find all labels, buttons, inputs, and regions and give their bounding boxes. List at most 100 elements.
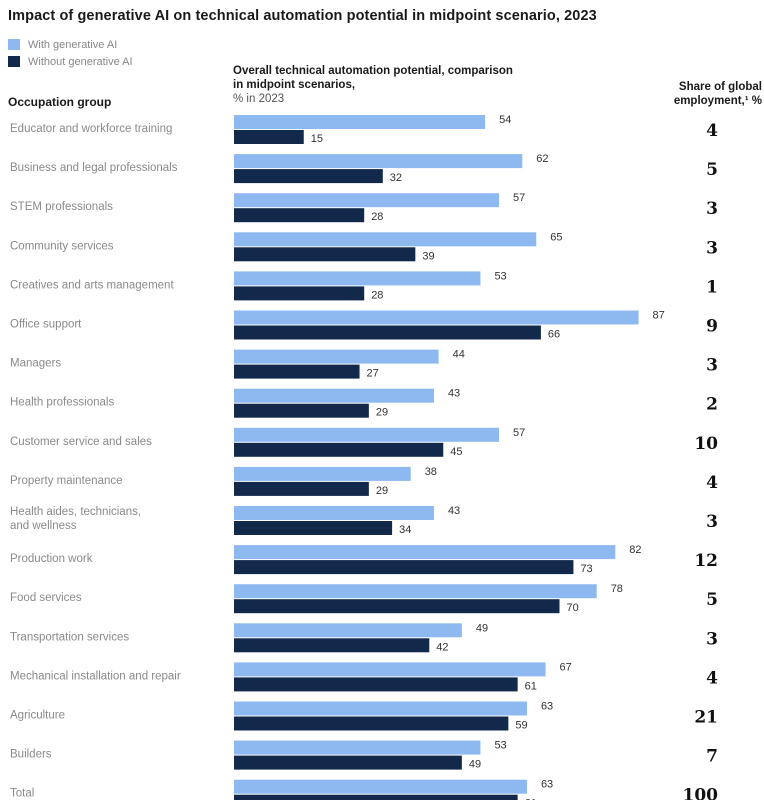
category-label-mechanical-installation-and-repair: Mechanical installation and repair: [10, 670, 181, 682]
value-label-without-genai-food-services: 70: [567, 602, 579, 614]
share-header-line1: Share of global: [678, 81, 762, 93]
value-label-without-genai-property-maintenance: 29: [376, 485, 388, 497]
bar-without-genai-agriculture: [234, 716, 509, 731]
value-label-with-genai-total: 63: [541, 779, 553, 791]
bar-without-genai-mechanical-installation-and-repair: [234, 677, 518, 692]
category-label-community-services: Community services: [10, 240, 114, 252]
legend-label-without-genai: Without generative AI: [28, 55, 133, 68]
share-value-health-professionals: 2: [706, 395, 718, 415]
value-label-with-genai-production-work: 82: [629, 544, 641, 556]
value-label-with-genai-transportation-services: 49: [476, 622, 488, 634]
bar-without-genai-customer-service-and-sales: [234, 442, 444, 457]
value-label-with-genai-builders: 53: [494, 740, 506, 752]
legend-swatch-without-genai: [8, 56, 20, 67]
bar-with-genai-creatives-and-arts-management: [234, 271, 481, 286]
share-value-business-and-legal-professionals: 5: [706, 160, 718, 180]
share-value-property-maintenance: 4: [706, 473, 718, 493]
share-value-managers: 3: [706, 356, 718, 376]
chart-column-header: Overall technical automation potential, …: [233, 64, 513, 106]
occupation-column-header: Occupation group: [8, 95, 112, 109]
bar-with-genai-educator-and-workforce-training: [234, 115, 486, 129]
value-label-with-genai-community-services: 65: [550, 231, 562, 243]
bar-with-genai-mechanical-installation-and-repair: [234, 662, 546, 677]
share-value-creatives-and-arts-management: 1: [706, 277, 718, 297]
category-label-managers: Managers: [10, 358, 61, 370]
share-value-customer-service-and-sales: 10: [694, 434, 718, 454]
value-label-with-genai-health-professionals: 43: [448, 388, 460, 400]
category-label-health-aides-technicians-and-wellness: Health aides, technicians, and wellness: [10, 506, 141, 532]
bar-with-genai-stem-professionals: [234, 193, 500, 208]
value-label-without-genai-stem-professionals: 28: [371, 211, 383, 223]
value-label-with-genai-business-and-legal-professionals: 62: [536, 153, 548, 165]
bar-without-genai-creatives-and-arts-management: [234, 286, 365, 301]
bar-without-genai-builders: [234, 755, 462, 770]
share-header-line2: employment,¹ %: [673, 95, 762, 107]
share-value-total: 100: [683, 786, 719, 800]
category-label-builders: Builders: [10, 749, 52, 761]
value-label-without-genai-transportation-services: 42: [436, 641, 448, 653]
bar-with-genai-total: [234, 779, 527, 794]
category-label-property-maintenance: Property maintenance: [10, 475, 123, 487]
value-label-without-genai-health-professionals: 29: [376, 407, 388, 419]
bar-without-genai-office-support: [234, 325, 541, 340]
value-label-without-genai-production-work: 73: [580, 563, 592, 575]
value-label-with-genai-food-services: 78: [611, 583, 623, 595]
bar-without-genai-property-maintenance: [234, 481, 369, 496]
bar-with-genai-customer-service-and-sales: [234, 427, 500, 442]
legend-swatch-with-genai: [8, 39, 20, 50]
category-label-total: Total: [10, 788, 34, 800]
value-label-with-genai-stem-professionals: 57: [513, 192, 525, 204]
category-label-production-work: Production work: [10, 553, 93, 565]
value-label-without-genai-educator-and-workforce-training: 15: [311, 133, 323, 145]
bar-with-genai-property-maintenance: [234, 466, 411, 481]
legend-item-without-genai: Without generative AI: [8, 53, 133, 70]
value-label-with-genai-managers: 44: [453, 349, 465, 361]
value-label-without-genai-agriculture: 59: [515, 720, 527, 732]
axis-title: Overall technical automation potential, …: [233, 65, 513, 91]
category-label-customer-service-and-sales: Customer service and sales: [10, 436, 152, 448]
bar-without-genai-production-work: [234, 560, 574, 575]
share-value-production-work: 12: [694, 551, 718, 571]
chart-title: Impact of generative AI on technical aut…: [8, 8, 597, 24]
value-label-with-genai-mechanical-installation-and-repair: 67: [560, 661, 572, 673]
category-label-stem-professionals: STEM professionals: [10, 201, 113, 213]
value-label-without-genai-business-and-legal-professionals: 32: [390, 172, 402, 184]
value-label-with-genai-customer-service-and-sales: 57: [513, 427, 525, 439]
value-label-with-genai-agriculture: 63: [541, 701, 553, 713]
legend-item-with-genai: With generative AI: [8, 36, 133, 53]
bar-without-genai-transportation-services: [234, 638, 430, 653]
bar-with-genai-health-aides-technicians-and-wellness: [234, 506, 434, 520]
share-value-office-support: 9: [706, 317, 718, 337]
share-value-health-aides-technicians-and-wellness: 3: [706, 512, 718, 532]
category-label-food-services: Food services: [10, 592, 82, 604]
category-label-health-professionals: Health professionals: [10, 397, 114, 409]
bar-with-genai-food-services: [234, 584, 597, 599]
value-label-without-genai-community-services: 39: [422, 250, 434, 262]
value-label-without-genai-total: 61: [525, 798, 537, 800]
share-column-header: Share of global employment,¹ %: [652, 80, 762, 108]
value-label-with-genai-property-maintenance: 38: [425, 466, 437, 478]
bar-without-genai-business-and-legal-professionals: [234, 169, 383, 184]
share-value-builders: 7: [706, 747, 718, 767]
bar-with-genai-production-work: [234, 545, 616, 560]
bar-with-genai-managers: [234, 349, 439, 364]
category-label-creatives-and-arts-management: Creatives and arts management: [10, 279, 174, 291]
share-value-transportation-services: 3: [706, 629, 718, 649]
value-label-without-genai-managers: 27: [367, 368, 379, 380]
bar-with-genai-business-and-legal-professionals: [234, 154, 523, 169]
share-value-mechanical-installation-and-repair: 4: [706, 668, 718, 688]
bar-without-genai-health-aides-technicians-and-wellness: [234, 521, 393, 535]
axis-unit: % in 2023: [233, 93, 285, 105]
value-label-with-genai-health-aides-technicians-and-wellness: 43: [448, 505, 460, 517]
category-label-transportation-services: Transportation services: [10, 631, 129, 643]
share-value-educator-and-workforce-training: 4: [706, 121, 718, 141]
bar-without-genai-managers: [234, 364, 360, 379]
bar-with-genai-transportation-services: [234, 623, 462, 638]
value-label-with-genai-office-support: 87: [653, 310, 665, 322]
share-value-community-services: 3: [706, 238, 718, 258]
bar-without-genai-community-services: [234, 247, 416, 262]
bar-with-genai-builders: [234, 740, 481, 755]
value-label-without-genai-customer-service-and-sales: 45: [450, 446, 462, 458]
legend-label-with-genai: With generative AI: [28, 38, 118, 51]
bar-without-genai-educator-and-workforce-training: [234, 130, 304, 144]
